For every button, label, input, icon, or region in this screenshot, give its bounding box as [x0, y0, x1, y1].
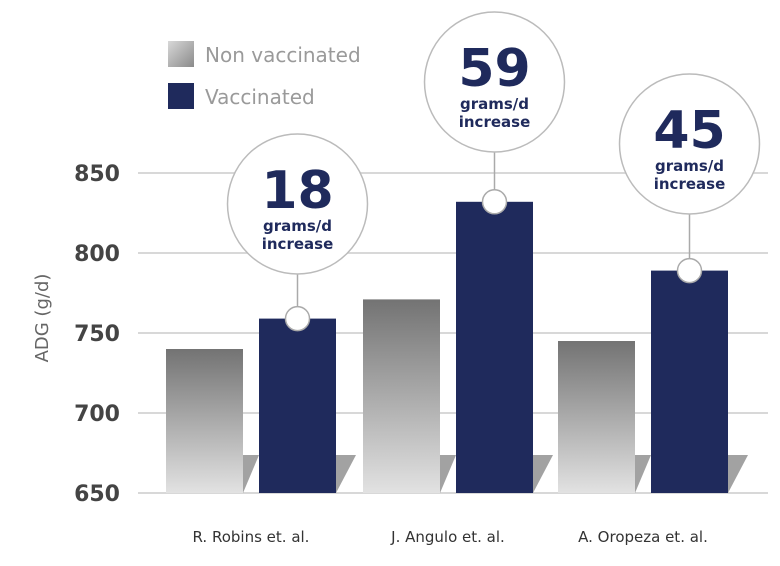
- category-label: J. Angulo et. al.: [390, 528, 505, 546]
- annotation-caption: increase: [262, 235, 334, 253]
- annotation-marker: [676, 257, 703, 284]
- y-tick-label: 650: [74, 482, 120, 507]
- bar-non-vaccinated: [166, 349, 243, 493]
- legend-swatch-non-vaccinated: [168, 41, 194, 67]
- bar-shadow: [440, 455, 456, 493]
- annotation-unit: grams/d: [460, 95, 529, 113]
- bar-shadow: [336, 455, 356, 493]
- bar-vaccinated: [259, 318, 336, 493]
- annotation-value: 18: [261, 161, 333, 221]
- y-tick-label: 750: [74, 322, 120, 347]
- y-tick-labels: 650 700 750 800 850: [74, 162, 120, 507]
- annotation-unit: grams/d: [655, 157, 724, 175]
- y-tick-label: 800: [74, 242, 120, 267]
- annotation-marker: [284, 305, 311, 332]
- y-axis-label: ADG (g/d): [32, 274, 53, 363]
- annotation-value: 45: [653, 101, 725, 161]
- y-tick-label: 700: [74, 402, 120, 427]
- annotation-bubble: [423, 11, 566, 153]
- annotation-bubble: [618, 73, 761, 215]
- annotation-caption: increase: [459, 113, 531, 131]
- bar-shadow: [728, 455, 748, 493]
- bar-shadow: [243, 455, 259, 493]
- category-label: A. Oropeza et. al.: [578, 528, 708, 546]
- legend-swatch-vaccinated: [168, 83, 194, 109]
- bar-non-vaccinated: [363, 299, 440, 493]
- category-label: R. Robins et. al.: [193, 528, 310, 546]
- bars: [166, 201, 748, 494]
- legend-label-vaccinated: Vaccinated: [205, 85, 315, 109]
- bar-non-vaccinated: [558, 341, 635, 493]
- bar-shadow: [635, 455, 651, 493]
- y-tick-label: 850: [74, 162, 120, 187]
- annotation-value: 59: [458, 39, 530, 99]
- bar-vaccinated: [651, 270, 728, 493]
- legend: Non vaccinated Vaccinated: [168, 41, 361, 109]
- bar-vaccinated: [456, 201, 533, 494]
- legend-label-non-vaccinated: Non vaccinated: [205, 43, 361, 67]
- bar-shadow: [533, 455, 553, 493]
- annotation-unit: grams/d: [263, 217, 332, 235]
- annotation-bubble: [226, 133, 369, 275]
- annotation-marker: [481, 189, 508, 215]
- category-labels: R. Robins et. al. J. Angulo et. al. A. Oro…: [193, 528, 708, 546]
- annotation-caption: increase: [654, 175, 726, 193]
